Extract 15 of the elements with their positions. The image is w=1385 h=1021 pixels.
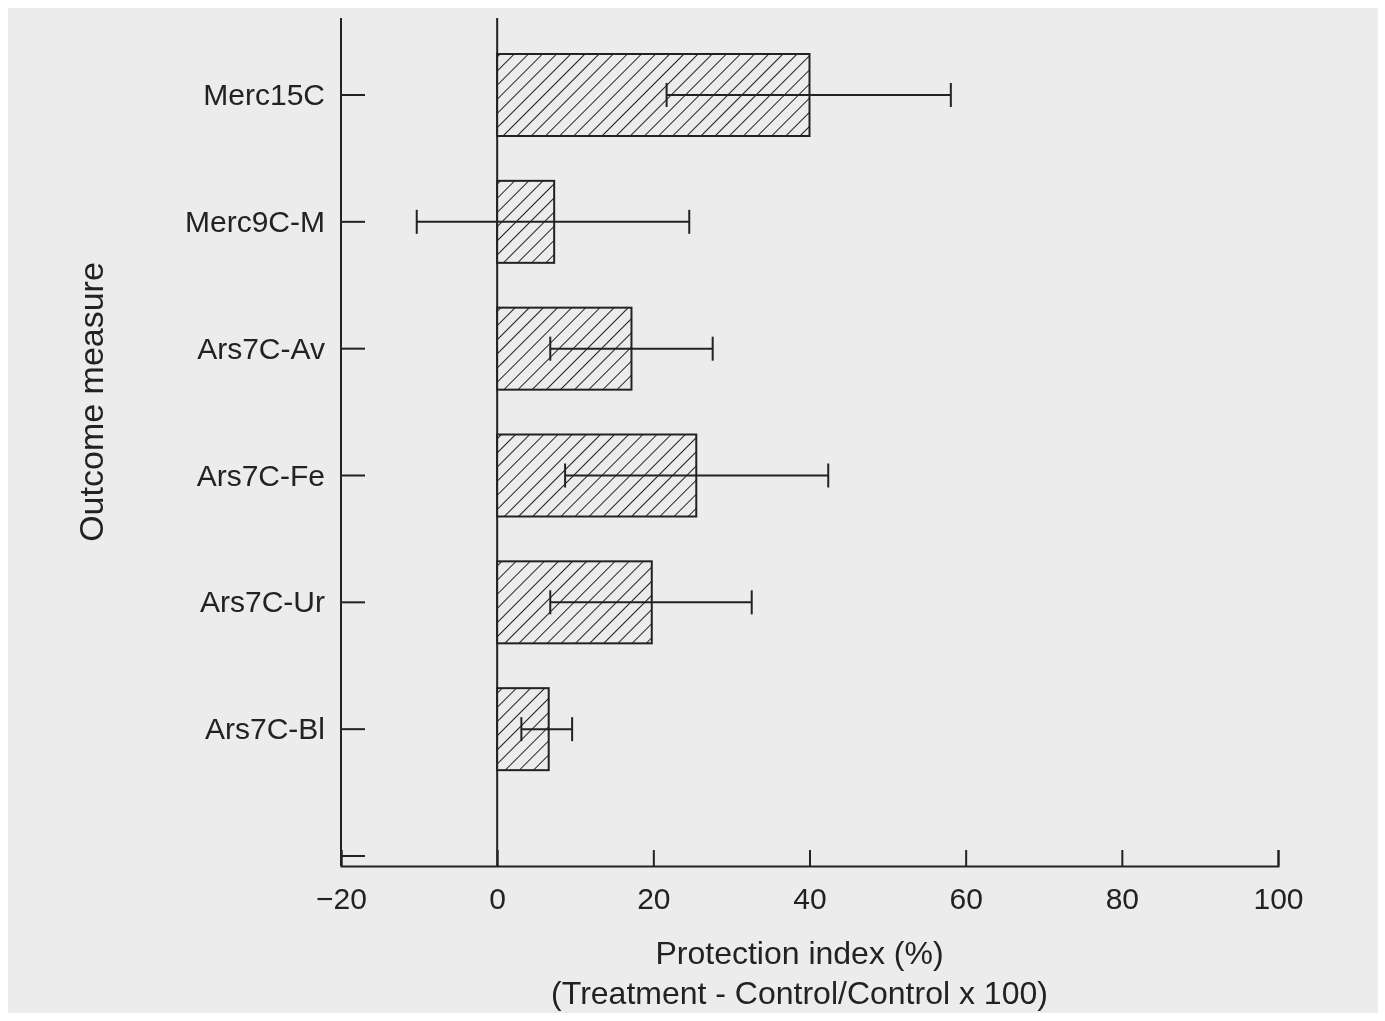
x-axis-title: Protection index (%) (Treatment - Control/Control x 100) bbox=[551, 935, 1048, 1011]
y-tick-label: Ars7C-Av bbox=[197, 331, 325, 365]
x-tick-label: 60 bbox=[949, 882, 983, 916]
y-tick-label: Ars7C-Ur bbox=[200, 585, 325, 619]
x-tick-label: 100 bbox=[1253, 882, 1304, 916]
y-axis-title: Outcome measure bbox=[72, 262, 110, 542]
y-tick-label: Ars7C-Bl bbox=[204, 712, 325, 746]
y-tick-label: Merc15C bbox=[203, 78, 325, 112]
x-tick-label: 0 bbox=[489, 882, 507, 916]
x-tick-label: 20 bbox=[637, 882, 671, 916]
y-tick-label: Merc9C-M bbox=[185, 204, 325, 238]
y-tick-label: Ars7C-Fe bbox=[196, 458, 325, 492]
x-tick-label: −20 bbox=[316, 882, 367, 916]
x-tick-label: 40 bbox=[793, 882, 827, 916]
x-tick-label: 80 bbox=[1105, 882, 1140, 916]
